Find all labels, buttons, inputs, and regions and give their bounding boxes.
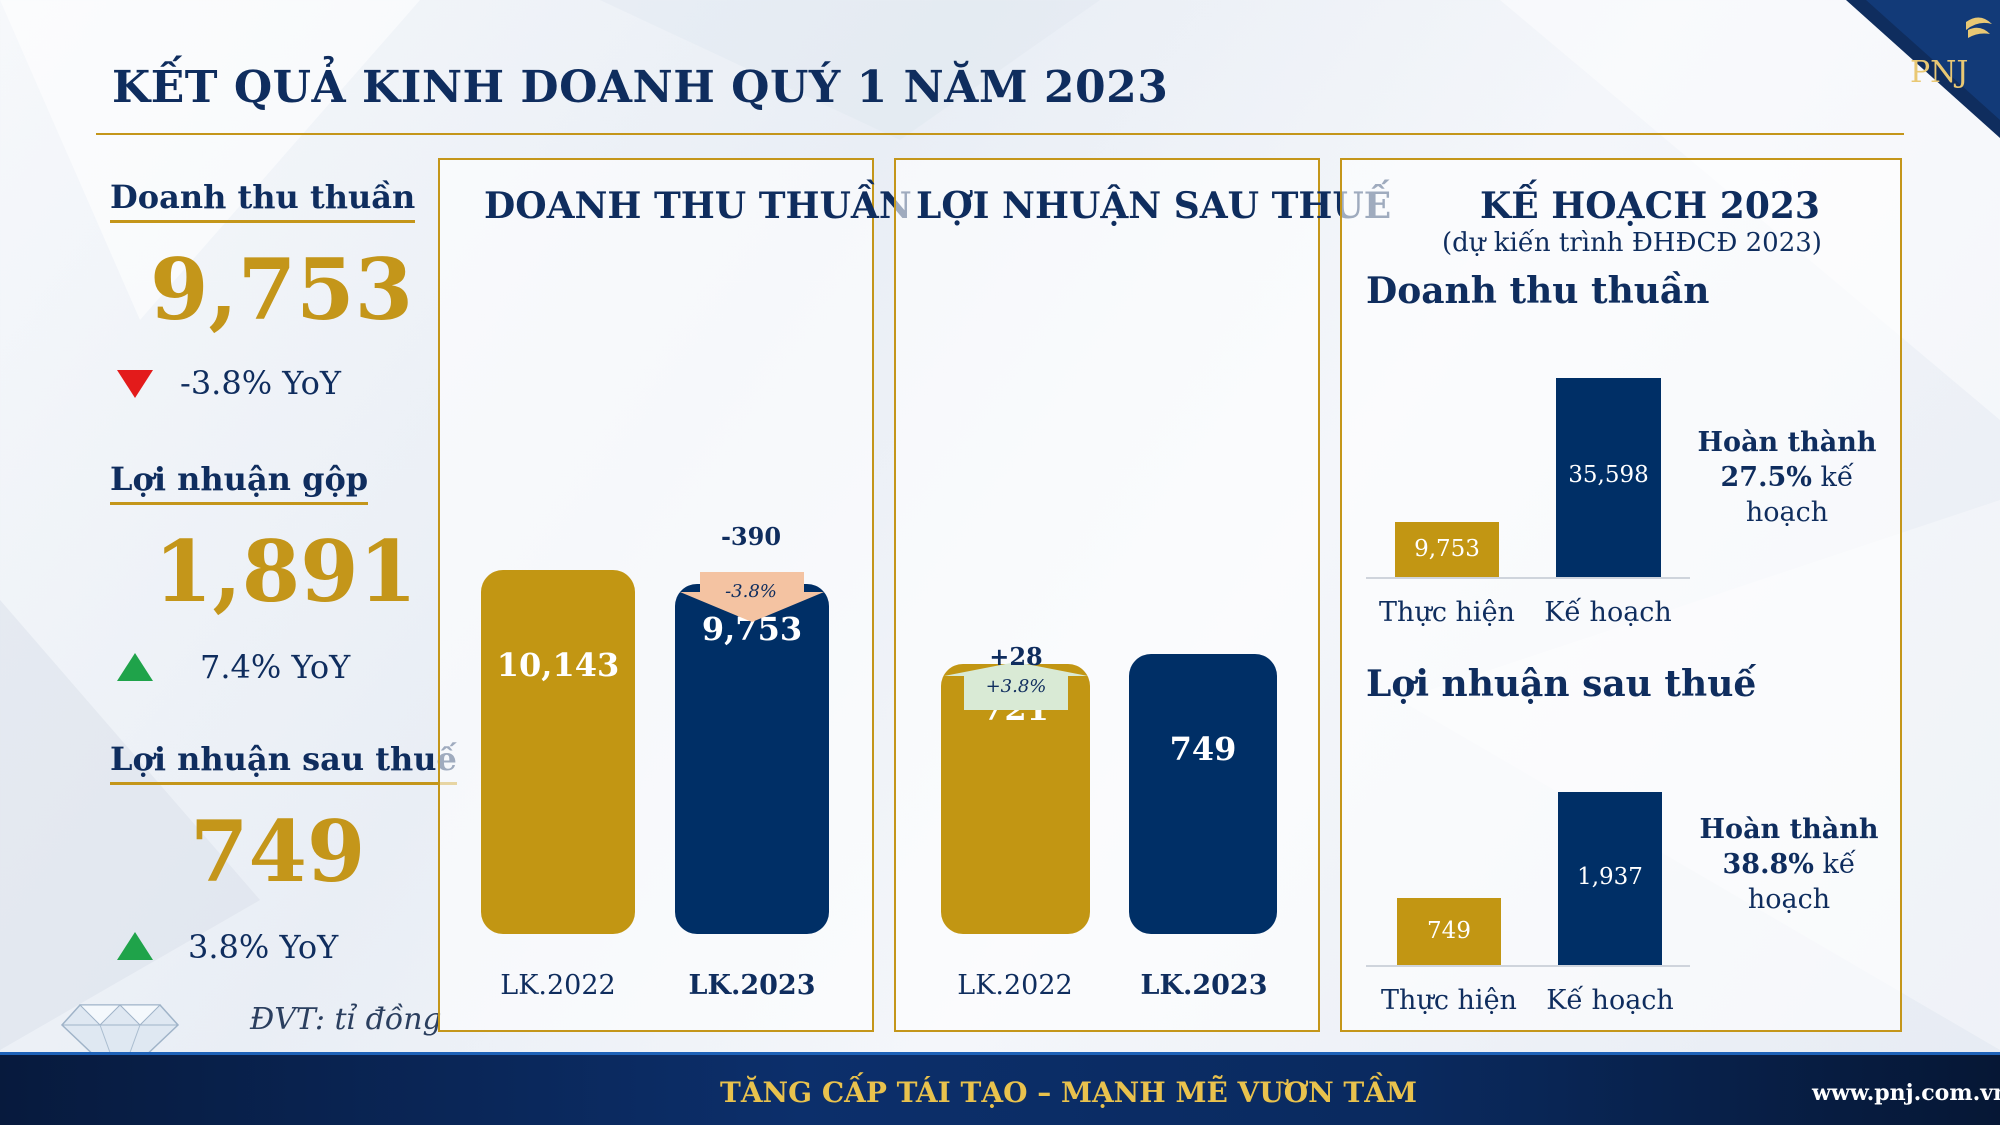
bar-value-label: 9,753 (1414, 536, 1480, 562)
decrease-arrow-icon (680, 572, 824, 622)
bar-plan-revenue-target: 35,598 (1556, 378, 1661, 577)
trend-up-icon (117, 653, 153, 681)
kpi-revenue-yoy: -3.8% YoY (180, 364, 342, 402)
kpi-net-profit-yoy: 3.8% YoY (188, 928, 339, 966)
footer-slogan: TĂNG CẤP TÁI TẠO – MẠNH MẼ VƯƠN TẦM (720, 1076, 1417, 1109)
bar-value-label: 749 (1427, 918, 1471, 944)
bar-plan-net-profit-actual: 749 (1397, 898, 1501, 965)
completion-pct: 38.8% (1722, 849, 1814, 880)
trend-down-icon (117, 370, 153, 398)
kpi-gross-profit-label: Lợi nhuận gộp (110, 460, 369, 505)
kpi-gross-profit-yoy: 7.4% YoY (200, 648, 351, 686)
footer-bar (0, 1055, 2000, 1125)
completion-label: Hoàn thành (1697, 427, 1877, 458)
plan-title: KẾ HOẠCH 2023 (1480, 185, 1820, 227)
category-label: Thực hiện (1381, 985, 1517, 1016)
bar-net-profit-2023: 749 (1129, 654, 1277, 934)
net-profit-chart-title: LỢI NHUẬN SAU THUẾ (916, 185, 1392, 227)
plan-revenue-heading: Doanh thu thuần (1366, 270, 1710, 312)
bar-revenue-2023: 9,753 (675, 584, 829, 934)
plan-subtitle: (dự kiến trình ĐHĐCĐ 2023) (1442, 228, 1822, 258)
increase-arrow-icon (944, 662, 1088, 710)
plan-net-profit-heading: Lợi nhuận sau thuế (1366, 663, 1757, 705)
net-profit-delta: +28 (989, 642, 1043, 671)
unit-note: ĐVT: tỉ đồng (250, 1002, 442, 1037)
bar-value-label: 10,143 (496, 646, 620, 684)
trend-up-icon (117, 932, 153, 960)
category-label: LK.2023 (688, 970, 816, 1001)
bar-plan-revenue-actual: 9,753 (1395, 522, 1499, 577)
footer-website-link[interactable]: www.pnj.com.vn (1812, 1080, 2000, 1106)
plan-revenue-completion: Hoàn thành 27.5% kế hoạch (1692, 425, 1882, 530)
category-label: Kế hoạch (1546, 985, 1674, 1016)
page-title: KẾT QUẢ KINH DOANH QUÝ 1 NĂM 2023 (112, 62, 1169, 113)
brand-wordmark: PNJ (1910, 55, 1969, 90)
bar-plan-net-profit-target: 1,937 (1558, 792, 1662, 965)
category-label: Thực hiện (1379, 597, 1515, 628)
plan-revenue-baseline (1366, 577, 1690, 579)
completion-suffix: kế hoạch (1745, 462, 1854, 528)
pnj-logo (1846, 0, 2000, 138)
category-label: Kế hoạch (1544, 597, 1672, 628)
kpi-net-profit-label: Lợi nhuận sau thuế (110, 740, 457, 785)
kpi-net-profit-value: 749 (190, 802, 366, 901)
revenue-chart-title: DOANH THU THUẦN (484, 185, 912, 227)
footer-divider (0, 1052, 2000, 1055)
bar-value-label: 1,937 (1577, 864, 1643, 890)
revenue-delta: -390 (720, 522, 782, 551)
completion-suffix: kế hoạch (1747, 849, 1856, 915)
category-label: LK.2022 (957, 970, 1073, 1001)
bar-value-label: 35,598 (1568, 462, 1649, 488)
kpi-gross-profit-value: 1,891 (154, 522, 418, 621)
kpi-revenue-label: Doanh thu thuần (110, 178, 416, 223)
category-label: LK.2022 (500, 970, 616, 1001)
title-divider (96, 133, 1904, 135)
diamond-icon (60, 1004, 180, 1080)
plan-net-profit-completion: Hoàn thành 38.8% kế hoạch (1694, 812, 1884, 917)
kpi-revenue-value: 9,753 (150, 240, 414, 339)
net-profit-delta-pct: +3.8% (985, 676, 1047, 697)
completion-pct: 27.5% (1720, 462, 1812, 493)
category-label: LK.2023 (1140, 970, 1268, 1001)
revenue-delta-pct: -3.8% (725, 581, 777, 602)
bar-revenue-2022: 10,143 (481, 570, 635, 934)
plan-net-profit-baseline (1366, 965, 1690, 967)
bar-value-label: 749 (1169, 730, 1237, 768)
completion-label: Hoàn thành (1699, 814, 1879, 845)
